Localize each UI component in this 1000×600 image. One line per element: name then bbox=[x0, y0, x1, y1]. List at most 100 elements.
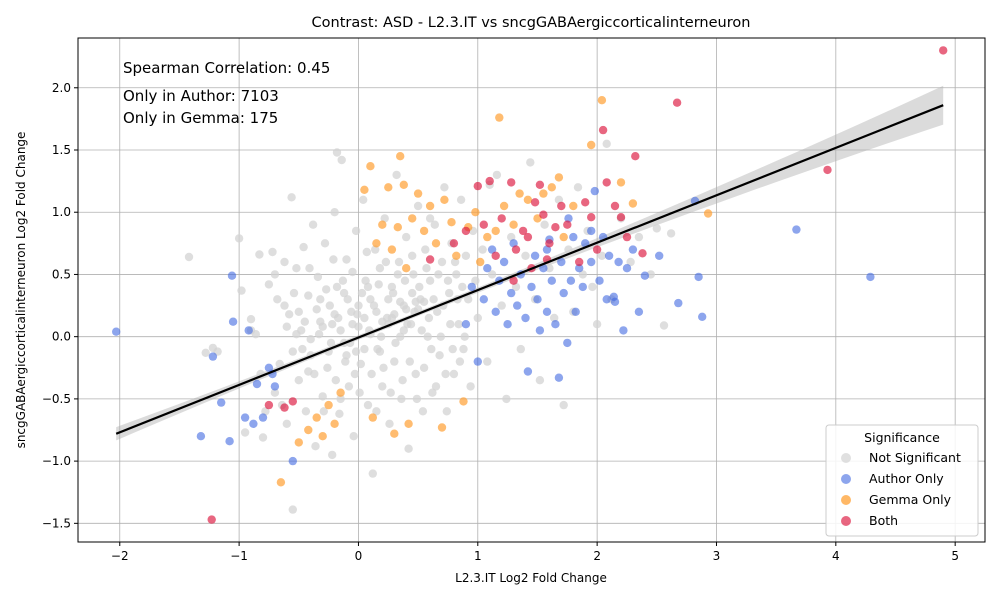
point-both bbox=[280, 403, 289, 412]
point-author-only bbox=[112, 327, 121, 336]
point-not-significant bbox=[455, 357, 465, 366]
point-not-significant bbox=[540, 220, 549, 229]
point-not-significant bbox=[526, 158, 535, 167]
point-not-significant bbox=[348, 267, 357, 277]
point-author-only bbox=[581, 239, 590, 248]
point-gemma-only bbox=[387, 245, 397, 254]
series-author-only bbox=[112, 186, 875, 466]
point-not-significant bbox=[323, 363, 332, 372]
point-not-significant bbox=[350, 369, 360, 379]
point-both bbox=[638, 249, 647, 258]
point-author-only bbox=[655, 251, 664, 260]
point-not-significant bbox=[335, 409, 344, 418]
point-not-significant bbox=[405, 357, 414, 366]
point-not-significant bbox=[413, 305, 423, 314]
point-both bbox=[523, 232, 533, 242]
point-author-only bbox=[575, 264, 584, 273]
point-not-significant bbox=[573, 183, 583, 192]
point-not-significant bbox=[348, 320, 357, 329]
point-both bbox=[592, 245, 602, 254]
point-not-significant bbox=[336, 394, 345, 404]
y-tick-label: 2.0 bbox=[52, 81, 71, 95]
point-both bbox=[509, 276, 518, 285]
point-author-only bbox=[228, 317, 238, 326]
point-not-significant bbox=[282, 419, 291, 428]
point-author-only bbox=[264, 363, 274, 372]
point-not-significant bbox=[342, 255, 351, 264]
point-not-significant bbox=[264, 280, 274, 289]
point-gemma-only bbox=[495, 113, 504, 122]
point-both bbox=[672, 98, 682, 107]
point-author-only bbox=[542, 307, 552, 316]
point-not-significant bbox=[497, 301, 506, 310]
point-not-significant bbox=[412, 394, 422, 404]
point-not-significant bbox=[353, 310, 362, 319]
point-both bbox=[551, 223, 560, 232]
point-gemma-only bbox=[447, 218, 456, 227]
point-gemma-only bbox=[703, 209, 713, 218]
plot-frame bbox=[77, 37, 986, 543]
point-not-significant bbox=[255, 250, 264, 259]
point-not-significant bbox=[270, 388, 280, 397]
chart-title: Contrast: ASD - L2.3.IT vs sncgGABAergic… bbox=[312, 15, 751, 31]
point-not-significant bbox=[559, 400, 568, 410]
point-not-significant bbox=[240, 428, 250, 437]
x-tick-label: 3 bbox=[713, 549, 721, 563]
point-author-only bbox=[569, 232, 578, 242]
point-gemma-only bbox=[569, 201, 578, 211]
point-gemma-only bbox=[378, 220, 387, 229]
point-not-significant bbox=[354, 301, 363, 310]
x-tick-label: 2 bbox=[593, 549, 601, 563]
point-both bbox=[473, 181, 482, 191]
point-gemma-only bbox=[437, 423, 447, 432]
point-not-significant bbox=[435, 351, 444, 360]
point-not-significant bbox=[422, 264, 431, 273]
point-not-significant bbox=[516, 344, 525, 354]
point-both bbox=[507, 178, 516, 187]
point-both bbox=[264, 400, 274, 410]
point-author-only bbox=[578, 282, 587, 292]
point-both bbox=[535, 180, 545, 189]
point-author-only bbox=[587, 257, 596, 267]
point-gemma-only bbox=[499, 201, 509, 211]
point-gemma-only bbox=[515, 189, 524, 198]
point-author-only bbox=[258, 413, 268, 422]
point-author-only bbox=[640, 271, 650, 280]
legend-label-gemma-only: Gemma Only bbox=[869, 492, 952, 507]
y-axis-title: sncgGABAergiccorticalinterneuron Log2 Fo… bbox=[14, 132, 28, 449]
point-both bbox=[545, 239, 554, 248]
point-gemma-only bbox=[366, 162, 375, 171]
point-not-significant bbox=[372, 407, 381, 416]
annotation-gemma-only: Only in Gemma: 175 bbox=[123, 109, 278, 127]
point-gemma-only bbox=[509, 220, 518, 229]
point-author-only bbox=[227, 271, 237, 280]
point-both bbox=[461, 226, 471, 236]
y-tick-label: −0.5 bbox=[42, 392, 71, 406]
point-author-only bbox=[217, 398, 226, 407]
point-not-significant bbox=[464, 295, 473, 304]
legend-marker-gemma-only bbox=[841, 495, 851, 505]
point-gemma-only bbox=[312, 413, 321, 422]
point-not-significant bbox=[394, 257, 404, 267]
point-not-significant bbox=[326, 338, 336, 348]
point-both bbox=[622, 232, 632, 242]
y-tick-label: 1.0 bbox=[52, 205, 71, 219]
point-gemma-only bbox=[399, 180, 408, 189]
point-not-significant bbox=[331, 376, 340, 385]
point-gemma-only bbox=[559, 232, 568, 242]
point-not-significant bbox=[371, 245, 380, 254]
point-not-significant bbox=[280, 257, 289, 267]
point-gemma-only bbox=[616, 178, 626, 187]
point-not-significant bbox=[459, 344, 468, 354]
point-not-significant bbox=[367, 369, 376, 379]
point-not-significant bbox=[289, 288, 299, 298]
legend-marker-both bbox=[841, 516, 851, 526]
point-not-significant bbox=[659, 321, 669, 330]
y-tick-label: −1.0 bbox=[42, 454, 71, 468]
point-gemma-only bbox=[425, 201, 435, 211]
point-not-significant bbox=[391, 338, 400, 348]
point-gemma-only bbox=[390, 429, 399, 438]
x-axis-ticks: −2 −1 0 1 2 3 4 5 bbox=[111, 542, 959, 563]
point-both bbox=[485, 176, 494, 186]
point-author-only bbox=[564, 214, 573, 223]
